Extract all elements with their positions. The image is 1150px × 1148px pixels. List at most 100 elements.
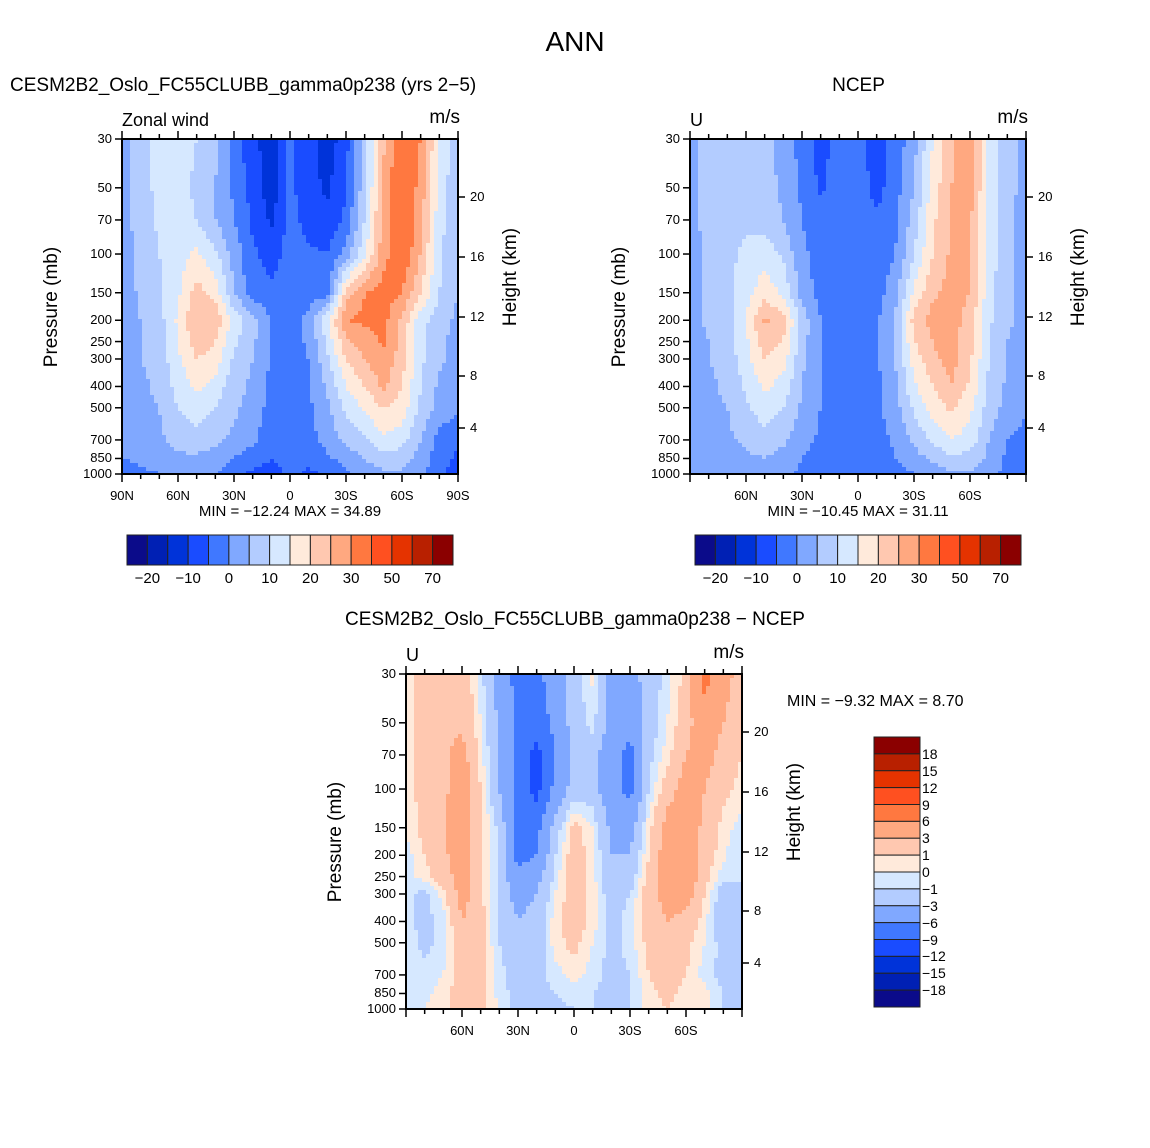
contour-cell [282,159,287,164]
contour-cell [442,271,447,276]
contour-cell [262,243,267,248]
contour-cell [242,167,247,172]
contour-cell [442,299,447,304]
contour-cell [426,299,431,304]
contour-cell [266,179,271,184]
contour-cell [322,271,327,276]
contour-cell [202,219,207,224]
contour-cell [402,331,407,336]
contour-cell [406,191,411,196]
contour-cell [346,299,351,304]
contour-cell [230,375,235,380]
contour-cell [298,263,303,268]
contour-cell [382,339,387,344]
contour-cell [174,371,179,376]
contour-cell [234,355,239,360]
contour-cell [358,307,363,312]
contour-cell [358,327,363,332]
contour-cell [134,283,139,288]
contour-cell [166,303,171,308]
contour-cell [190,275,195,280]
contour-cell [446,371,451,376]
contour-cell [214,179,219,184]
contour-cell [342,355,347,360]
contour-cell [186,251,191,256]
contour-cell [446,187,451,192]
contour-cell [354,247,359,252]
contour-cell [234,363,239,368]
contour-cell [430,215,435,220]
contour-cell [418,147,423,152]
contour-cell [266,355,271,360]
contour-cell [318,227,323,232]
contour-cell [122,339,127,344]
contour-cell [390,199,395,204]
contour-cell [162,343,167,348]
contour-cell [426,243,431,248]
contour-cell [410,271,415,276]
contour-cell [330,315,335,320]
contour-cell [430,355,435,360]
contour-cell [154,259,159,264]
contour-cell [202,323,207,328]
contour-cell [346,211,351,216]
contour-cell [122,331,127,336]
contour-cell [222,283,227,288]
contour-cell [394,191,399,196]
contour-cell [314,139,319,144]
contour-cell [450,263,455,268]
contour-cell [370,367,375,372]
contour-cell [202,175,207,180]
contour-cell [198,263,203,268]
contour-cell [226,271,231,276]
contour-cell [390,295,395,300]
contour-cell [382,215,387,220]
contour-cell [454,235,459,240]
contour-cell [210,291,215,296]
contour-cell [390,371,395,376]
contour-cell [326,219,331,224]
contour-cell [278,211,283,216]
contour-cell [234,247,239,252]
contour-cell [138,175,143,180]
contour-cell [378,267,383,272]
contour-cell [330,159,335,164]
contour-cell [426,159,431,164]
contour-cell [138,283,143,288]
contour-cell [330,207,335,212]
contour-cell [242,227,247,232]
contour-cell [418,303,423,308]
contour-cell [314,199,319,204]
contour-cell [342,163,347,168]
contour-cell [306,287,311,292]
contour-cell [362,143,367,148]
contour-cell [158,175,163,180]
contour-cell [354,255,359,260]
contour-cell [338,215,343,220]
contour-cell [402,143,407,148]
contour-cell [366,331,371,336]
contour-cell [434,323,439,328]
contour-cell [422,311,427,316]
contour-cell [350,327,355,332]
contour-cell [150,315,155,320]
contour-cell [422,347,427,352]
contour-cell [398,307,403,312]
contour-cell [194,235,199,240]
contour-cell [286,323,291,328]
contour-cell [246,287,251,292]
contour-cell [282,347,287,352]
contour-cell [194,179,199,184]
contour-cell [258,195,263,200]
contour-cell [126,347,131,352]
contour-cell [222,223,227,228]
contour-cell [306,227,311,232]
contour-cell [362,163,367,168]
contour-cell [138,259,143,264]
contour-cell [182,287,187,292]
contour-cell [374,187,379,192]
contour-cell [122,267,127,272]
contour-cell [178,295,183,300]
contour-cell [242,207,247,212]
contour-cell [422,307,427,312]
